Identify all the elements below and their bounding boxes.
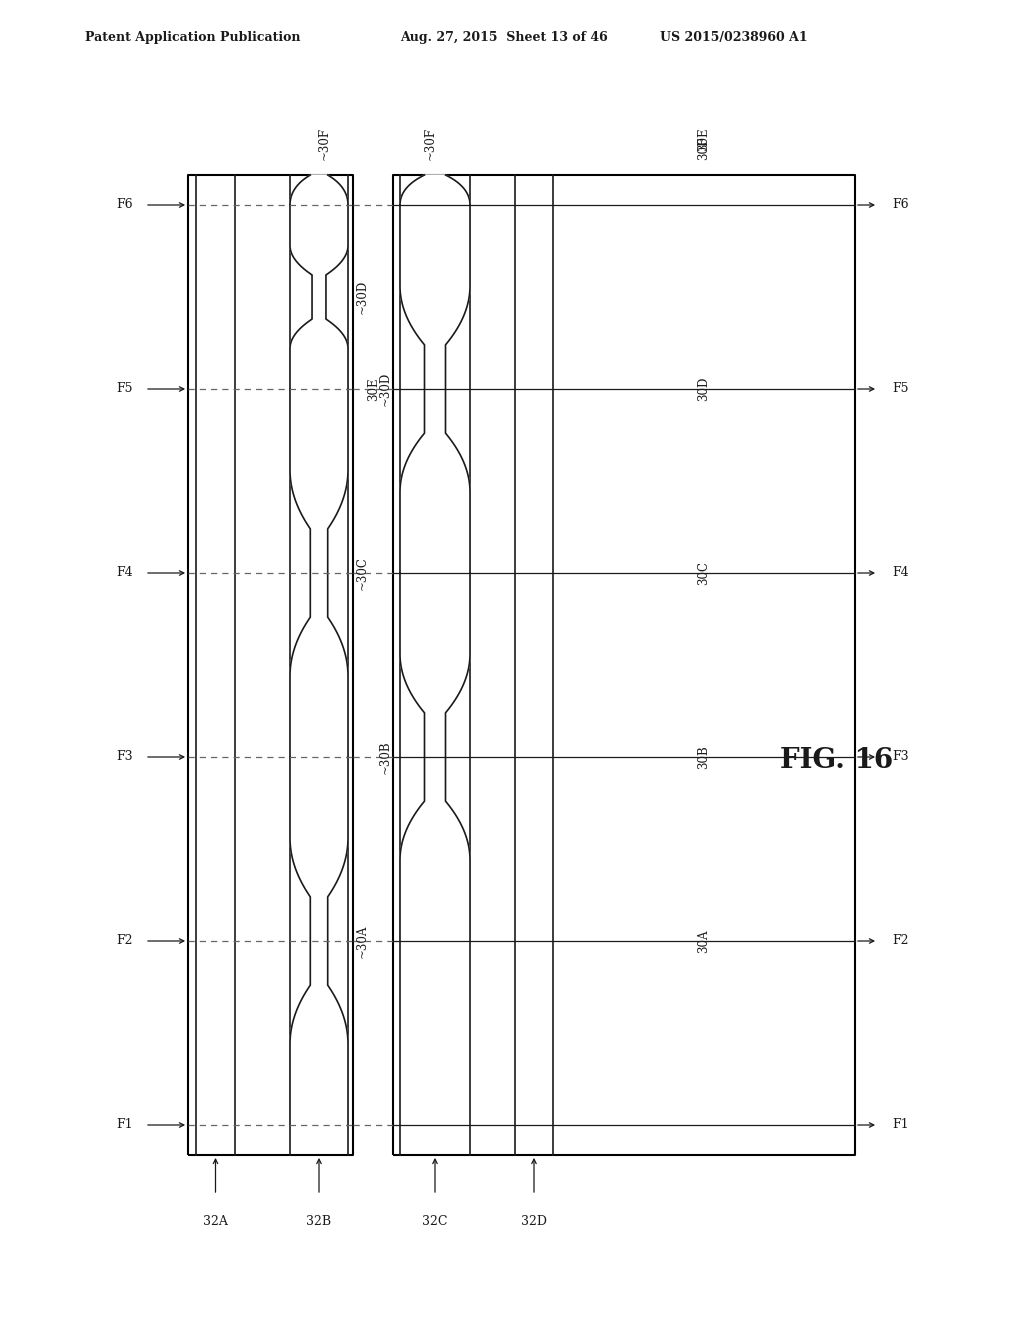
Text: 30F: 30F bbox=[697, 137, 711, 160]
Text: 30D: 30D bbox=[697, 376, 711, 401]
Polygon shape bbox=[290, 389, 348, 756]
Text: ~30F: ~30F bbox=[424, 127, 436, 160]
Text: ~30A: ~30A bbox=[356, 924, 369, 958]
Text: F2: F2 bbox=[117, 935, 133, 948]
Polygon shape bbox=[400, 205, 470, 573]
Text: F6: F6 bbox=[117, 198, 133, 211]
Text: F3: F3 bbox=[117, 751, 133, 763]
Text: US 2015/0238960 A1: US 2015/0238960 A1 bbox=[660, 32, 808, 45]
Polygon shape bbox=[290, 176, 348, 205]
Text: F4: F4 bbox=[117, 566, 133, 579]
Text: F6: F6 bbox=[892, 198, 908, 211]
Text: ~30B: ~30B bbox=[379, 741, 392, 774]
Text: 32D: 32D bbox=[521, 1214, 547, 1228]
Text: 32C: 32C bbox=[422, 1214, 447, 1228]
Polygon shape bbox=[290, 756, 348, 1125]
Text: Aug. 27, 2015  Sheet 13 of 46: Aug. 27, 2015 Sheet 13 of 46 bbox=[400, 32, 608, 45]
Polygon shape bbox=[400, 176, 470, 205]
Text: 30E: 30E bbox=[368, 378, 381, 401]
Text: 30E: 30E bbox=[697, 127, 711, 150]
Text: ~30D: ~30D bbox=[379, 372, 392, 407]
Text: F4: F4 bbox=[892, 566, 908, 579]
Text: 30C: 30C bbox=[697, 561, 711, 585]
Text: F3: F3 bbox=[892, 751, 908, 763]
Text: F1: F1 bbox=[892, 1118, 908, 1131]
Text: FIG. 16: FIG. 16 bbox=[780, 747, 893, 774]
Text: ~30F: ~30F bbox=[317, 127, 331, 160]
Text: F1: F1 bbox=[117, 1118, 133, 1131]
Text: 32B: 32B bbox=[306, 1214, 332, 1228]
Text: Patent Application Publication: Patent Application Publication bbox=[85, 32, 300, 45]
Text: F5: F5 bbox=[117, 383, 133, 396]
Text: F5: F5 bbox=[892, 383, 908, 396]
Text: F2: F2 bbox=[892, 935, 908, 948]
Text: ~30D: ~30D bbox=[356, 280, 369, 314]
Text: 32A: 32A bbox=[203, 1214, 228, 1228]
Text: 30B: 30B bbox=[697, 744, 711, 768]
Text: ~30C: ~30C bbox=[356, 556, 369, 590]
Text: 30A: 30A bbox=[697, 929, 711, 953]
Polygon shape bbox=[290, 205, 348, 389]
Polygon shape bbox=[400, 573, 470, 941]
